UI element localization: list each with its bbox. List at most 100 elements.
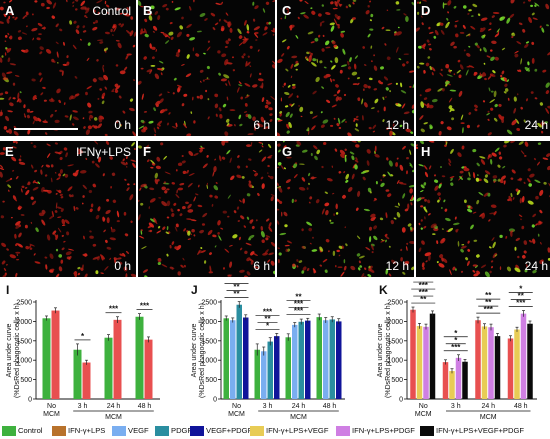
significance-label: ***	[294, 306, 304, 315]
bar	[144, 339, 153, 399]
bar	[507, 338, 514, 399]
significance-label: **	[518, 292, 525, 301]
legend-swatch	[155, 426, 169, 436]
y-tick-label: 0	[399, 397, 403, 404]
panel-letter: K	[379, 283, 388, 297]
x-tick-label: 24 h	[292, 403, 306, 410]
bar	[243, 317, 249, 399]
y-tick-label: 1000	[387, 358, 403, 365]
bar	[488, 327, 494, 399]
y-tick-label: 0	[213, 397, 217, 404]
significance-label: ***	[419, 288, 429, 297]
legend-label: Control	[18, 426, 43, 435]
bar	[449, 371, 455, 399]
chart-i: I Area under curve (%DsRed phagocytic cell…	[6, 283, 160, 421]
panel-letter: A	[5, 3, 15, 18]
time-label: 12 h	[385, 118, 409, 132]
bar	[455, 357, 462, 399]
panel-letter: I	[6, 283, 9, 297]
y-axis-subtitle: (%DsRed phagocytic cells x h)	[385, 303, 392, 398]
scale-bar	[14, 128, 78, 130]
legend-label: VEGF	[128, 426, 149, 435]
time-label: 6 h	[253, 259, 270, 273]
significance-label: *	[454, 329, 458, 338]
y-tick-label: 500	[20, 377, 32, 384]
bar	[527, 323, 533, 399]
y-tick-label: 1500	[16, 338, 32, 345]
bar	[429, 313, 436, 399]
legend-label: PDGF	[171, 426, 193, 435]
panel-letter: B	[143, 3, 153, 18]
legend-label: IFN-γ+LPS+VEGF	[266, 426, 329, 435]
x-tick-label: 3 h	[78, 403, 88, 410]
significance-label: ***	[451, 343, 461, 352]
bar	[423, 326, 429, 399]
bar	[292, 324, 298, 399]
y-tick-label: 2500	[201, 300, 217, 307]
x-tick-label: No	[47, 403, 56, 410]
bar	[462, 361, 468, 399]
legend-label: IFN-γ+LPS	[68, 426, 106, 435]
significance-label: ***	[484, 305, 494, 314]
y-tick-label: 500	[391, 377, 403, 384]
y-axis-title: Area under curve	[6, 324, 13, 378]
significance-label: ***	[516, 299, 526, 308]
cell-image	[416, 141, 550, 277]
x-tick-label: No	[232, 403, 241, 410]
time-label: 12 h	[385, 259, 409, 273]
micrograph-panel: D 24 h	[416, 0, 550, 136]
significance-label: ***	[294, 299, 304, 308]
cell-image	[277, 0, 414, 136]
bar	[475, 320, 481, 399]
significance-label: **	[485, 291, 492, 300]
legend-label: IFN-γ+LPS+VEGF+PDGF	[436, 426, 524, 435]
micrograph-panel: C 12 h	[277, 0, 414, 136]
significance-label: *	[266, 321, 270, 330]
mcm-group-label: MCM	[480, 414, 497, 421]
significance-label: **	[485, 298, 492, 307]
significance-label: *	[519, 285, 523, 294]
y-tick-label: 500	[205, 377, 217, 384]
legend-swatch	[336, 426, 350, 436]
significance-label: **	[420, 295, 427, 304]
bar	[73, 349, 82, 399]
bar	[113, 319, 122, 399]
bar	[261, 351, 267, 399]
bar	[223, 318, 229, 399]
bar	[494, 336, 501, 399]
significance-label: *	[454, 336, 458, 345]
x-tick-label: MCM	[43, 411, 60, 418]
bar	[267, 341, 273, 399]
y-axis-subtitle: (%DsRed phagocytic cells x h)	[199, 303, 206, 398]
micrograph-panel: A 0 h Control	[0, 0, 136, 136]
condition-label: Control	[92, 4, 131, 18]
bar	[329, 319, 335, 399]
cell-image	[0, 0, 136, 136]
y-axis-title: Area under curve	[191, 324, 198, 378]
bar	[230, 320, 236, 399]
bar	[51, 310, 60, 399]
bar	[236, 304, 242, 399]
significance-label: **	[233, 283, 240, 292]
time-label: 24 h	[524, 118, 548, 132]
legend-swatch	[52, 426, 66, 436]
y-tick-label: 2500	[387, 300, 403, 307]
significance-label: ***	[419, 281, 429, 290]
y-tick-label: 0	[28, 397, 32, 404]
bar	[135, 316, 144, 399]
y-axis-subtitle: (%DsRed phagocytic cells x h)	[14, 303, 21, 398]
bar	[416, 326, 423, 399]
significance-label: ***	[232, 280, 242, 285]
micrograph-panel: H 24 h	[416, 141, 550, 277]
chart-j: J Area under curve (%DsRed phagocytic cell…	[191, 280, 345, 421]
bar	[410, 309, 416, 399]
panel-letter: G	[282, 144, 293, 159]
significance-label: ***	[140, 302, 150, 311]
bar	[305, 320, 311, 399]
condition-label: IFNγ+LPS	[75, 145, 131, 159]
y-axis-title: Area under curve	[377, 324, 384, 378]
legend-label: IFN-γ+LPS+PDGF	[352, 426, 415, 435]
bar	[336, 321, 342, 399]
time-label: 24 h	[524, 259, 548, 273]
bar	[520, 313, 527, 399]
